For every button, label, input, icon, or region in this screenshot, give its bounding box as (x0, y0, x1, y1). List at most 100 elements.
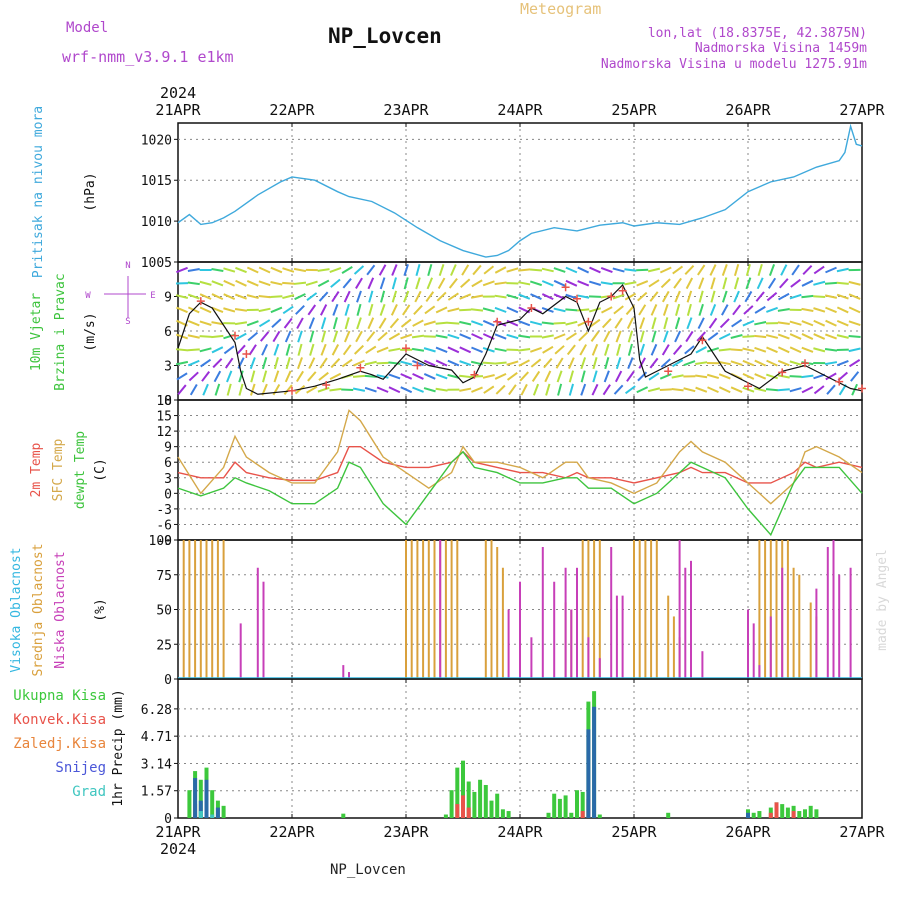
wind-arrow (294, 293, 306, 301)
wind-arrow (506, 333, 519, 340)
precip-bar (215, 807, 220, 818)
gust-marker (778, 368, 787, 377)
precip-frame (177, 678, 863, 819)
wind-arrow (388, 373, 401, 380)
precip-bar (466, 781, 471, 818)
precip-bar (666, 812, 671, 818)
wind-arrow (319, 357, 328, 369)
wind-arrow (368, 290, 374, 303)
wind-arrow (659, 388, 672, 392)
precip-bar (791, 811, 796, 818)
temperature-ytick-label: -9 (156, 534, 172, 549)
temperature-ytick-label: -6 (156, 518, 172, 533)
precip-bar (198, 779, 203, 818)
wind-arrow (423, 347, 436, 353)
wind-arrow (686, 303, 692, 316)
date-label-top: 21APR (155, 101, 201, 119)
wind-arrow (698, 303, 704, 316)
wind-arrow (742, 335, 755, 338)
wind-arrow (848, 334, 861, 339)
wind-arrow (637, 291, 648, 302)
footer-station: NP_Lovcen (330, 862, 406, 878)
wind-arrow (627, 343, 633, 356)
wind-arrow (733, 263, 740, 277)
wind-arrow (756, 277, 764, 290)
wind-arrow (730, 360, 743, 366)
gust-marker (242, 350, 251, 358)
wind-arrow (320, 317, 327, 330)
precip-legend-item: Zaledj.Kisa (13, 736, 106, 752)
wind-arrow (389, 318, 400, 329)
wind-arrow (518, 359, 530, 367)
gust-marker (470, 370, 479, 379)
wind-arrow (659, 373, 672, 380)
wind-arrow (813, 295, 826, 298)
gust-marker (698, 336, 707, 345)
wind-arrow (343, 330, 351, 343)
wind-arrow (624, 268, 637, 272)
station-title: NP_Lovcen (328, 24, 442, 48)
wind-arrow (212, 358, 223, 369)
wind-arrow (436, 291, 447, 302)
wind-arrow (661, 344, 670, 356)
precip-bar (466, 807, 471, 818)
wind-arrow (706, 347, 720, 353)
gust-marker (413, 361, 422, 370)
wind-arrow (305, 280, 318, 287)
wind-arrow (826, 384, 836, 395)
precip-bar (489, 800, 494, 818)
precip-bar (461, 760, 465, 818)
wind-arrow (683, 387, 696, 393)
wind-arrow (825, 266, 837, 274)
wind-arrow (297, 357, 303, 370)
wind-arrow (649, 357, 659, 369)
wind-arrow (731, 318, 743, 328)
precip-bar (746, 812, 750, 818)
precip-bar (443, 814, 448, 818)
wind-arrow (175, 348, 189, 352)
wind-arrow (412, 319, 424, 327)
wind-arrow (447, 321, 460, 325)
wind-arrow (329, 267, 342, 273)
wind-arrow (293, 267, 307, 273)
temperature-ytick-label: 15 (156, 410, 172, 425)
wind-arrow (685, 330, 694, 343)
gust-marker (561, 283, 570, 292)
precip-bar (187, 790, 192, 818)
wind-arrow (297, 343, 303, 356)
temperature-ytick-label: 9 (164, 441, 172, 456)
precip-bar (472, 791, 477, 818)
wind-arrow (603, 370, 610, 383)
wind-arrow (801, 307, 814, 312)
wind-arrow (415, 277, 421, 290)
wind-arrow (648, 372, 660, 381)
wind-arrow (293, 281, 307, 285)
temperature-series-2 (177, 450, 863, 537)
temp-unit: (C) (93, 458, 108, 481)
date-label-top: 27APR (839, 101, 885, 119)
wind-arrow (601, 318, 612, 329)
wind-arrow (187, 320, 200, 327)
wind-arrow (246, 266, 259, 274)
wind-arrow (261, 343, 269, 356)
cloud-unit: (%) (93, 598, 108, 621)
gust-marker (288, 386, 296, 395)
wind-arrow (742, 372, 755, 380)
wind-arrow (662, 330, 669, 343)
wind-arrow (282, 294, 295, 300)
wind-arrow (423, 387, 436, 393)
wind-arrow (639, 330, 645, 343)
wind-arrow (556, 370, 563, 383)
wind-arrow (671, 374, 684, 379)
wind-arrow (580, 383, 587, 396)
wind-arrow (848, 320, 861, 327)
precip-ytick-label: 0 (164, 812, 172, 827)
wind-arrow (223, 293, 236, 300)
gust-marker (801, 359, 809, 368)
wind-arrow (187, 267, 200, 273)
wind-arrow (659, 266, 672, 274)
wind-arrow (555, 357, 564, 369)
wind-arrow (199, 320, 212, 326)
wind-arrow (648, 279, 660, 288)
wind-arrow (248, 344, 257, 356)
